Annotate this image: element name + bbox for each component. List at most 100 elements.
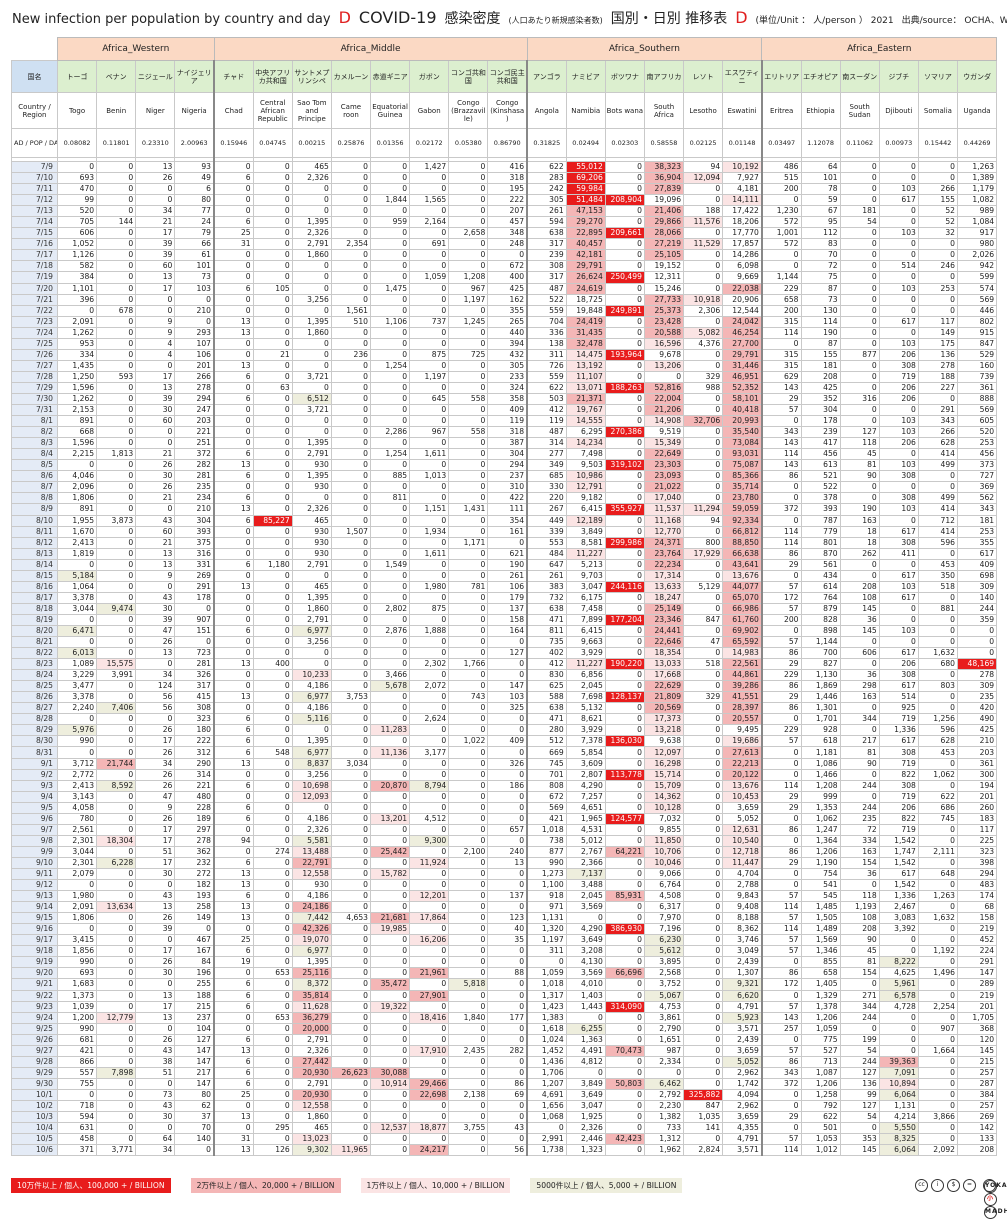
table-row: 8/30 990 0 17 222 6 0 1,395 0 0 0 1,022 409 512 7,378 1… [11, 735, 998, 748]
value-cell: 40 [487, 923, 529, 936]
table-row: 9/23 1,039 0 17 215 6 0 11,628 0 19,322 0 0 0 1,423 1,… [11, 1000, 998, 1013]
value-cell: 0 [291, 426, 332, 439]
value-cell: 13 [213, 901, 254, 914]
value-cell: 0 [330, 227, 372, 240]
value-cell: 1,181 [800, 746, 841, 759]
value-cell: 44,861 [722, 669, 763, 682]
value-cell: 0 [604, 912, 645, 925]
value-cell: 0 [213, 348, 254, 361]
value-cell: 353 [839, 1133, 880, 1146]
table-row: 9/10 2,301 6,228 17 232 6 0 22,791 0 0 11,924 0 13 99… [11, 856, 998, 870]
value-cell: 0 [683, 1033, 724, 1046]
value-cell: 691 [409, 238, 450, 251]
table-row: 7/30 1,262 0 39 294 6 0 6,512 0 0 645 558 358 503 21,3… [11, 392, 998, 406]
value-cell: 21,744 [96, 757, 137, 770]
value-cell: 158 [487, 613, 529, 626]
table-row: 8/16 1,064 0 0 291 13 0 465 0 0 1,980 781 106 383 3,04… [11, 580, 998, 593]
value-cell: 86 [761, 647, 802, 660]
value-cell: 224 [956, 945, 998, 958]
country-en-row: Country / Region Togo Benin Niger Nigeria Cha… [11, 92, 998, 129]
country-jp-name: カメルーン [330, 60, 372, 93]
value-cell: 11,924 [409, 856, 450, 870]
date-cell: 8/23 [11, 658, 58, 671]
value-cell: 237 [487, 470, 529, 483]
value-cell: 3,721 [291, 404, 332, 417]
value-cell: 0 [409, 304, 450, 317]
value-cell: 0 [604, 359, 645, 372]
value-cell: 0 [330, 1111, 372, 1124]
value-cell: 0 [448, 713, 489, 726]
value-cell: 200 [761, 183, 802, 196]
value-cell: 2,962 [722, 1066, 763, 1079]
value-cell: 0 [330, 636, 372, 649]
value-cell: 0 [409, 1099, 450, 1113]
value-cell: 2,091 [56, 901, 98, 914]
value-cell: 6 [213, 779, 254, 792]
value-cell: 512 [526, 735, 567, 748]
value-cell: 66,812 [722, 525, 763, 538]
value-cell: 569 [956, 404, 998, 417]
value-cell: 0 [683, 867, 724, 881]
value-cell: 0 [839, 1122, 880, 1135]
value-cell: 94 [683, 514, 724, 527]
value-cell: 378 [800, 492, 841, 505]
value-cell: 596 [917, 724, 959, 737]
value-cell: 329 [683, 370, 724, 383]
value-cell: 3,849 [565, 525, 606, 538]
value-cell: 953 [56, 337, 98, 350]
value-cell: 0 [409, 613, 450, 626]
value-cell: 1,336 [878, 724, 919, 737]
value-cell: 3,229 [56, 669, 98, 682]
value-cell: 0 [839, 304, 880, 317]
value-cell: 738 [526, 834, 567, 847]
value-cell: 361 [956, 381, 998, 394]
value-cell: 158 [956, 912, 998, 925]
value-cell: 0 [761, 624, 802, 638]
value-cell: 48,169 [956, 658, 998, 671]
value-cell: 830 [526, 669, 567, 682]
value-cell: 30,088 [370, 1066, 411, 1079]
value-cell: 0 [917, 547, 959, 560]
value-cell: 30 [135, 404, 176, 417]
value-cell: 147 [487, 680, 529, 693]
value-cell: 22,004 [643, 392, 685, 406]
value-cell: 0 [683, 591, 724, 604]
value-cell: 2,302 [409, 658, 450, 671]
date-cell: 8/29 [11, 724, 58, 737]
value-cell: 1,934 [409, 525, 450, 538]
value-cell: 26,623 [330, 1066, 372, 1079]
value-cell: 1,171 [448, 536, 489, 549]
value-cell: 87 [800, 337, 841, 350]
value-cell: 0 [917, 636, 959, 649]
value-cell: 828 [800, 613, 841, 626]
value-cell: 113,778 [604, 768, 645, 781]
value-cell: 0 [604, 558, 645, 571]
value-cell: 2,792 [643, 1088, 685, 1101]
value-cell: 0 [683, 768, 724, 781]
value-cell: 0 [448, 183, 489, 196]
value-cell: 0 [917, 1055, 959, 1068]
value-cell: 0 [917, 1133, 959, 1146]
value-cell: 143 [761, 437, 802, 450]
value-cell: 19,686 [722, 735, 763, 748]
value-cell: 3,609 [565, 757, 606, 770]
value-cell: 503 [526, 392, 567, 406]
value-cell: 1,254 [370, 359, 411, 372]
value-cell: 49 [174, 172, 216, 185]
value-cell: 8,222 [878, 956, 919, 969]
value-cell: 373 [956, 459, 998, 472]
value-cell: 0 [330, 293, 372, 306]
value-cell: 0 [213, 967, 254, 980]
value-cell: 0 [409, 337, 450, 350]
value-cell: 0 [252, 768, 293, 781]
value-cell: 2,096 [56, 481, 98, 494]
value-cell: 907 [174, 613, 216, 626]
value-cell: 0 [448, 956, 489, 969]
value-cell: 0 [683, 713, 724, 726]
value-cell: 0 [174, 923, 216, 936]
value-cell: 420 [956, 702, 998, 715]
value-cell: 3,256 [291, 768, 332, 781]
value-cell: 0 [878, 205, 919, 218]
date-cell: 8/27 [11, 702, 58, 715]
value-cell: 0 [761, 812, 802, 825]
